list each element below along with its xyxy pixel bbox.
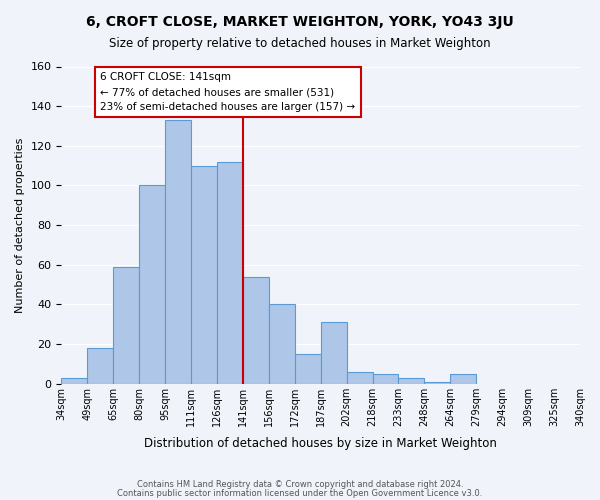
Bar [398,378,424,384]
Bar [139,186,165,384]
Bar [113,267,139,384]
Bar [217,162,243,384]
X-axis label: Distribution of detached houses by size in Market Weighton: Distribution of detached houses by size … [144,437,497,450]
Bar [88,348,113,384]
Text: 6, CROFT CLOSE, MARKET WEIGHTON, YORK, YO43 3JU: 6, CROFT CLOSE, MARKET WEIGHTON, YORK, Y… [86,15,514,29]
Text: Contains public sector information licensed under the Open Government Licence v3: Contains public sector information licen… [118,488,482,498]
Bar [61,378,88,384]
Bar [165,120,191,384]
Bar [295,354,321,384]
Bar [347,372,373,384]
Text: Size of property relative to detached houses in Market Weighton: Size of property relative to detached ho… [109,38,491,51]
Text: 6 CROFT CLOSE: 141sqm
← 77% of detached houses are smaller (531)
23% of semi-det: 6 CROFT CLOSE: 141sqm ← 77% of detached … [100,72,355,112]
Bar [451,374,476,384]
Text: Contains HM Land Registry data © Crown copyright and database right 2024.: Contains HM Land Registry data © Crown c… [137,480,463,489]
Bar [269,304,295,384]
Bar [243,276,269,384]
Bar [424,382,451,384]
Y-axis label: Number of detached properties: Number of detached properties [15,138,25,313]
Bar [321,322,347,384]
Bar [191,166,217,384]
Bar [373,374,398,384]
